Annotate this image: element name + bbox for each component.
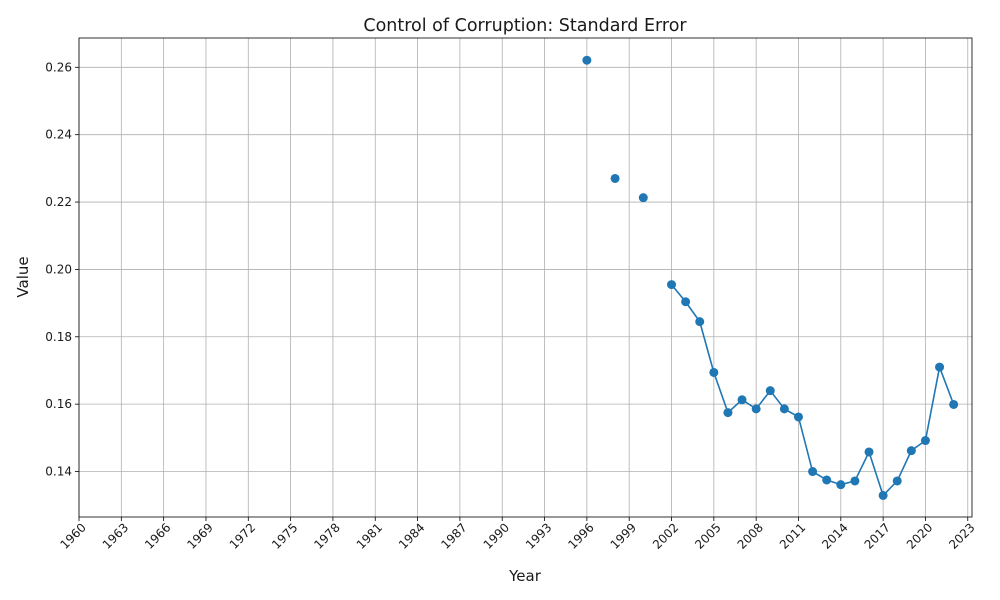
y-tick-label: 0.22	[45, 195, 72, 209]
data-point	[695, 317, 705, 327]
x-tick-label: 1978	[311, 520, 342, 551]
data-point	[610, 173, 620, 183]
x-tick-label: 1960	[57, 520, 88, 551]
data-point	[850, 476, 860, 486]
x-tick-label: 1972	[227, 520, 258, 551]
x-axis-label: Year	[508, 567, 542, 585]
y-tick-label: 0.26	[45, 60, 72, 74]
x-tick-label: 2017	[862, 520, 893, 551]
x-tick-label: 1984	[396, 520, 427, 551]
data-point	[751, 404, 761, 414]
data-point	[793, 412, 803, 422]
plot-frame	[78, 37, 973, 518]
x-tick-label: 1993	[523, 520, 554, 551]
series-line-segment	[896, 449, 913, 482]
y-axis-label: Value	[14, 256, 32, 297]
x-tick-label: 2002	[650, 520, 681, 551]
data-point	[878, 490, 888, 500]
x-tick-label: 1975	[269, 520, 300, 551]
x-axis: 1960 1963 1966 1969 1972 1975 1978 1981 1984 1987…	[57, 517, 978, 552]
data-point	[935, 362, 945, 372]
data-point	[836, 480, 846, 490]
series-line-segment	[854, 451, 870, 482]
y-axis: 0.14 0.16 0.18 0.20 0.22 0.24 0.26	[45, 60, 79, 479]
series-line-segment	[938, 366, 955, 406]
y-tick-label: 0.18	[45, 330, 72, 344]
x-tick-label: 1990	[481, 520, 512, 551]
x-tick-label: 2011	[777, 520, 808, 551]
x-tick-label: 1999	[608, 520, 639, 551]
x-tick-label: 1981	[354, 520, 385, 551]
data-point	[808, 467, 818, 477]
data-point	[723, 408, 733, 418]
data-point	[667, 280, 677, 290]
data-point	[949, 399, 959, 409]
chart-title: Control of Corruption: Standard Error	[363, 16, 687, 36]
data-point	[906, 446, 916, 456]
data-point	[822, 475, 832, 485]
y-tick-label: 0.16	[45, 397, 72, 411]
data-point	[892, 476, 902, 486]
series-line-segment	[797, 416, 814, 473]
x-tick-label: 1969	[184, 520, 215, 551]
x-tick-label: 1987	[438, 520, 469, 551]
data-point	[779, 404, 789, 414]
data-point	[582, 55, 592, 65]
series-line-segment	[713, 371, 729, 414]
x-tick-label: 2023	[946, 520, 977, 551]
x-tick-label: 1996	[565, 520, 596, 551]
data-point	[737, 395, 747, 405]
data-point	[920, 436, 930, 446]
grid	[78, 38, 972, 517]
data-point	[681, 297, 691, 307]
data-point	[709, 367, 719, 377]
x-tick-label: 2008	[735, 520, 766, 551]
x-tick-label: 2014	[819, 520, 850, 551]
x-tick-label: 2005	[692, 520, 723, 551]
x-tick-label: 1963	[100, 520, 131, 551]
series-line-segment	[698, 320, 715, 374]
y-tick-label: 0.14	[45, 465, 72, 479]
y-tick-label: 0.24	[45, 128, 72, 142]
data-point	[864, 447, 874, 457]
data-points	[582, 55, 959, 500]
series-line-segment	[868, 451, 884, 497]
data-point	[638, 193, 648, 203]
series-line-segment	[924, 366, 941, 442]
x-tick-label: 2020	[904, 520, 935, 551]
x-tick-label: 1966	[142, 520, 173, 551]
data-point	[765, 386, 775, 396]
y-tick-label: 0.20	[45, 262, 72, 276]
